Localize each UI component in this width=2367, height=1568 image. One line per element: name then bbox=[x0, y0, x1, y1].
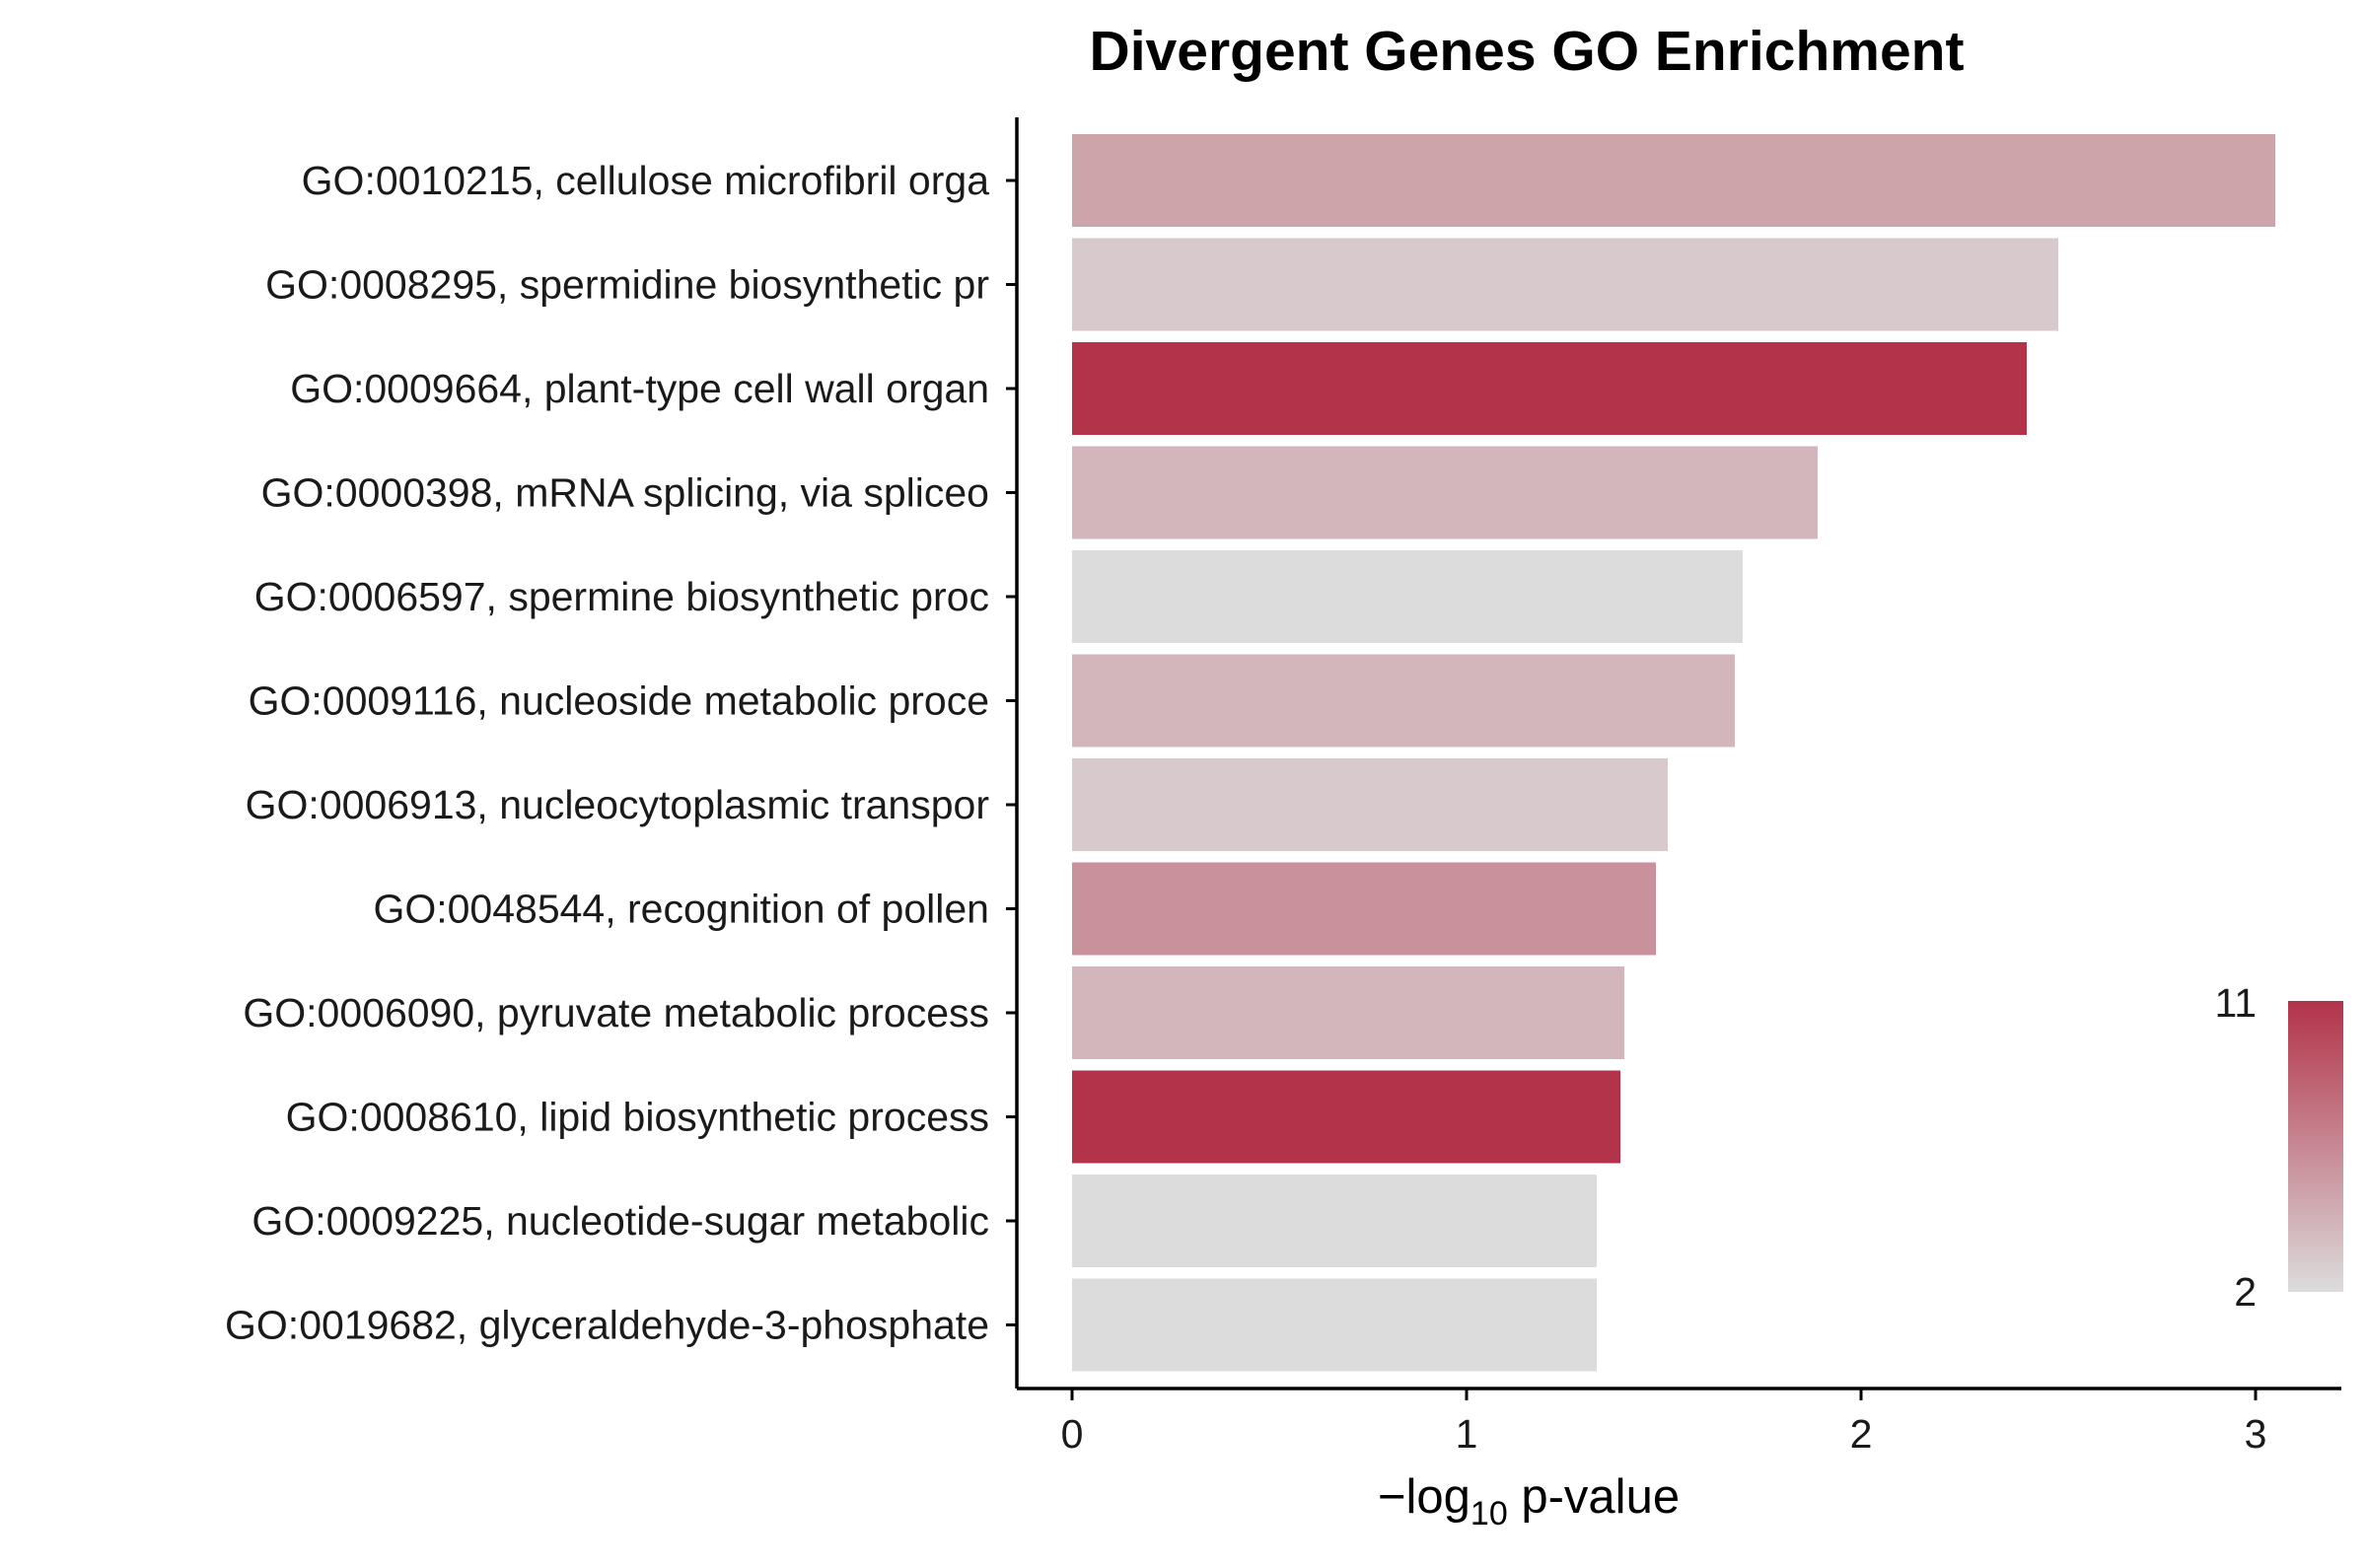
chart-title: Divergent Genes GO Enrichment bbox=[1090, 20, 1965, 83]
bar bbox=[1072, 446, 1818, 539]
x-axis-title-subscript: 10 bbox=[1470, 1495, 1508, 1532]
category-label: GO:0006597, spermine biosynthetic proc bbox=[254, 574, 989, 619]
x-tick-label: 2 bbox=[1850, 1411, 1873, 1457]
bar bbox=[1072, 1070, 1620, 1164]
category-label: GO:0006913, nucleocytoplasmic transpor bbox=[246, 782, 989, 827]
x-axis-title-prefix: −log bbox=[1378, 1470, 1470, 1524]
y-axis-ticks bbox=[1006, 178, 1017, 1326]
colorbar-min-label: 2 bbox=[2234, 1269, 2257, 1315]
bar bbox=[1072, 134, 2275, 227]
category-label: GO:0009664, plant-type cell wall organ bbox=[290, 366, 989, 411]
bars-layer bbox=[1072, 134, 2275, 1372]
category-label: GO:0000398, mRNA splicing, via spliceo bbox=[261, 470, 989, 516]
category-label: GO:0006090, pyruvate metabolic process bbox=[243, 990, 989, 1035]
bar bbox=[1072, 862, 1656, 956]
category-label: GO:0048544, recognition of pollen bbox=[373, 887, 989, 932]
bar bbox=[1072, 758, 1668, 851]
bar bbox=[1072, 654, 1735, 748]
bar bbox=[1072, 238, 2058, 331]
category-label: GO:0009225, nucleotide-sugar metabolic bbox=[251, 1198, 989, 1244]
x-tick-label: 3 bbox=[2245, 1411, 2267, 1457]
x-tick-label: 1 bbox=[1456, 1411, 1478, 1457]
category-labels: GO:0010215, cellulose microfibril orga GO… bbox=[225, 158, 989, 1348]
x-axis-title-suffix: p-value bbox=[1508, 1470, 1680, 1524]
colorbar bbox=[2288, 1001, 2343, 1292]
bar bbox=[1072, 1278, 1597, 1372]
bar bbox=[1072, 966, 1624, 1059]
x-tick-label: 0 bbox=[1061, 1411, 1084, 1457]
x-axis-ticks: 0 1 2 3 bbox=[1061, 1389, 2267, 1457]
bar bbox=[1072, 342, 2027, 435]
bar bbox=[1072, 550, 1743, 643]
x-axis-title: −log10 p-value bbox=[1378, 1470, 1680, 1532]
colorbar-max-label: 11 bbox=[2214, 980, 2257, 1026]
category-label: GO:0008610, lipid biosynthetic process bbox=[286, 1095, 989, 1140]
category-label: GO:0009116, nucleoside metabolic proce bbox=[249, 678, 989, 724]
category-label: GO:0010215, cellulose microfibril orga bbox=[302, 158, 990, 203]
category-label: GO:0019682, glyceraldehyde-3-phosphate bbox=[225, 1303, 989, 1348]
bar bbox=[1072, 1175, 1597, 1267]
category-label: GO:0008295, spermidine biosynthetic pr bbox=[265, 262, 989, 308]
